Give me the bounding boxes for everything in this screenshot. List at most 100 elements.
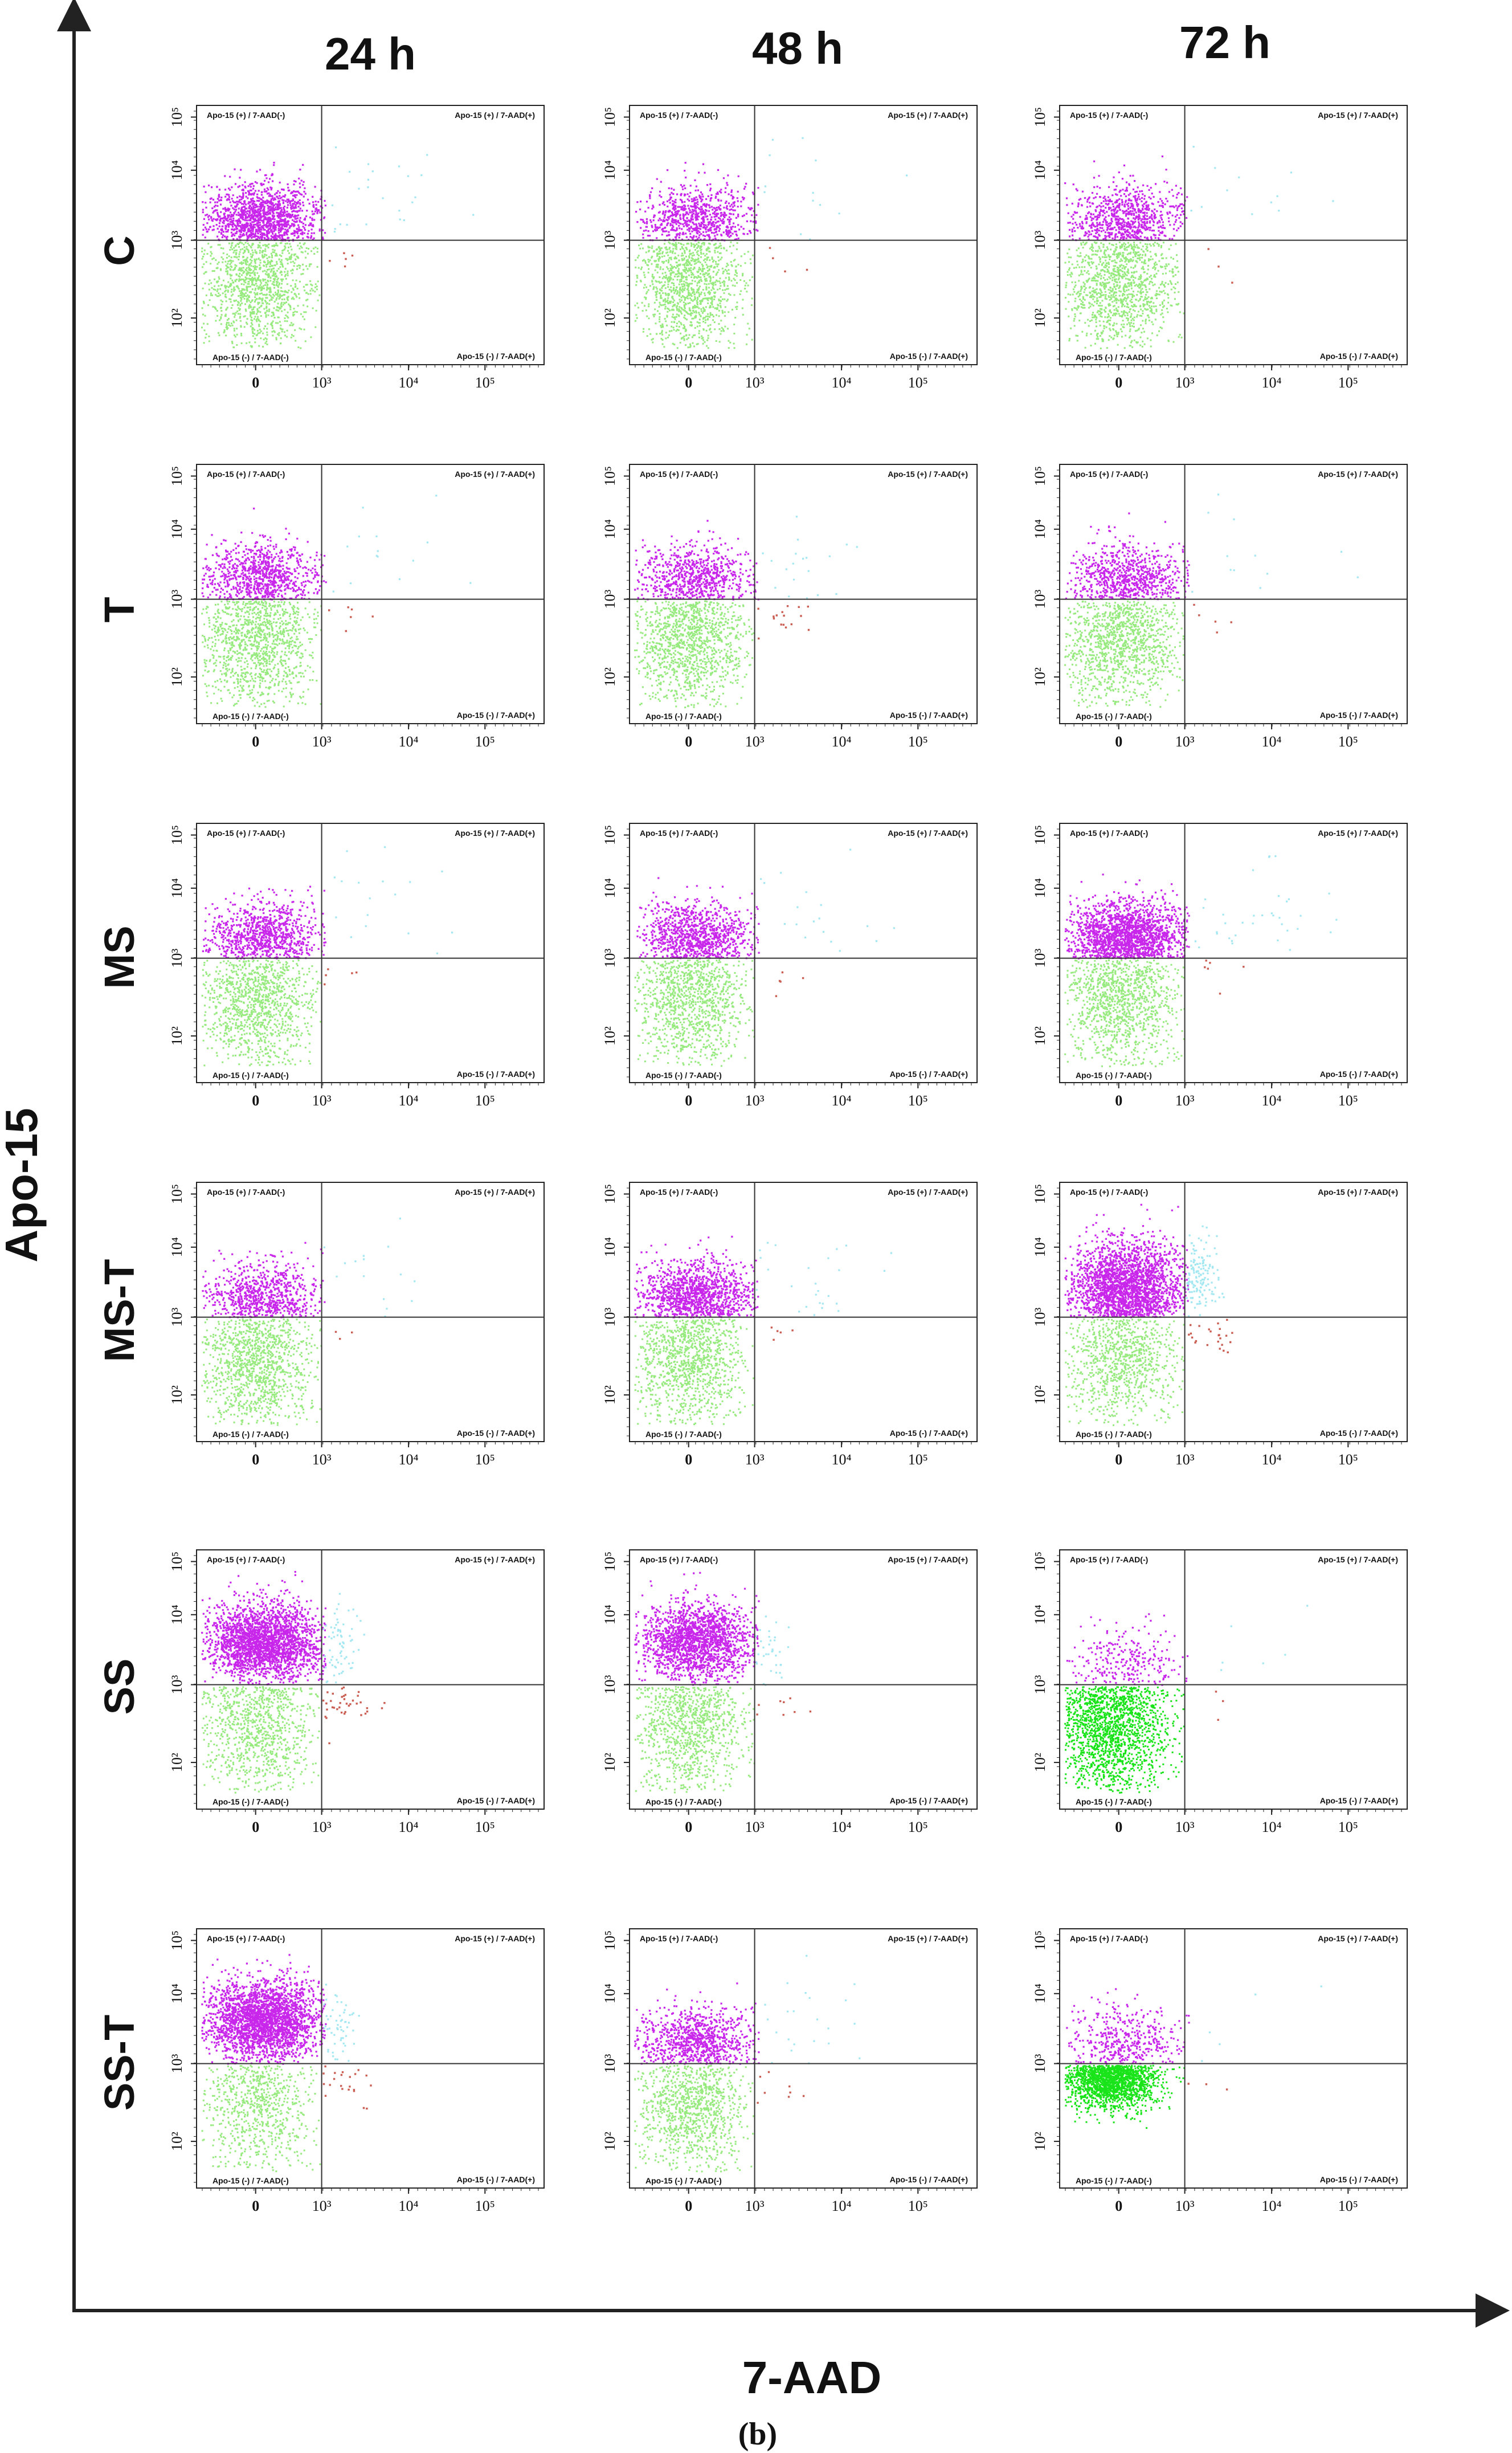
quadrant-label-upper-right: Apo-15 (+) / 7-AAD(+) — [1318, 1934, 1398, 1943]
row-label-ms-t: MS-T — [96, 1259, 143, 1362]
y-tick-label: 10³ — [1032, 589, 1048, 609]
y-tick-label: 10³ — [602, 1307, 618, 1327]
y-tick-label: 10² — [169, 1026, 185, 1046]
quadrant-label-upper-right: Apo-15 (+) / 7-AAD(+) — [888, 1187, 968, 1197]
y-tick-label: 10⁴ — [602, 1237, 618, 1257]
quadrant-label-lower-left: Apo-15 (-) / 7-AAD(-) — [213, 1071, 289, 1080]
plot-frame — [1059, 105, 1408, 365]
quadrant-label-upper-left: Apo-15 (+) / 7-AAD(-) — [207, 111, 285, 120]
x-tick-label: 10⁵ — [908, 733, 928, 750]
quadrant-label-upper-left: Apo-15 (+) / 7-AAD(-) — [1070, 1187, 1148, 1197]
x-tick-label: 10⁵ — [475, 733, 495, 750]
quadrant-label-upper-left: Apo-15 (+) / 7-AAD(-) — [640, 1934, 718, 1943]
y-tick-label: 10³ — [169, 2054, 185, 2073]
quadrant-label-upper-right: Apo-15 (+) / 7-AAD(+) — [455, 1934, 535, 1943]
y-tick-label: 10² — [602, 1385, 618, 1405]
quadrant-label-lower-left: Apo-15 (-) / 7-AAD(-) — [213, 1430, 289, 1439]
quadrant-label-lower-left: Apo-15 (-) / 7-AAD(-) — [1076, 2176, 1152, 2185]
x-tick-label: 10⁵ — [1338, 2198, 1358, 2214]
x-tick-label: 10⁴ — [399, 1092, 419, 1109]
y-tick-label: 10⁵ — [602, 1552, 618, 1572]
x-tick-label: 10³ — [1175, 1092, 1195, 1109]
x-tick-label: 0 — [1115, 733, 1122, 750]
plot-ms-48-h: Apo-15 (+) / 7-AAD(-) Apo-15 (+) / 7-AAD(… — [602, 823, 978, 1109]
plot-frame — [1059, 823, 1408, 1083]
x-tick-label: 10⁵ — [1338, 374, 1358, 391]
y-tick-label: 10⁴ — [1032, 1605, 1048, 1625]
quadrant-label-upper-left: Apo-15 (+) / 7-AAD(-) — [640, 1187, 718, 1197]
quadrant-label-lower-left: Apo-15 (-) / 7-AAD(-) — [1076, 712, 1152, 721]
row-label-ss-t: SS-T — [96, 2015, 143, 2111]
x-tick-label: 10⁴ — [832, 733, 852, 750]
x-tick-label: 10³ — [1175, 733, 1195, 750]
quadrant-label-upper-right: Apo-15 (+) / 7-AAD(+) — [1318, 470, 1398, 479]
y-tick-label: 10² — [602, 1753, 618, 1772]
x-tick-label: 0 — [252, 1819, 259, 1835]
quadrant-label-lower-right: Apo-15 (-) / 7-AAD(+) — [890, 711, 968, 720]
x-tick-label: 0 — [1115, 1451, 1122, 1468]
y-tick-label: 10³ — [602, 2054, 618, 2073]
quadrant-label-upper-left: Apo-15 (+) / 7-AAD(-) — [207, 1934, 285, 1943]
event-dots — [1064, 855, 1338, 1067]
y-tick-label: 10⁴ — [169, 1237, 185, 1257]
y-tick-label: 10⁴ — [169, 519, 185, 539]
plot-ms-t-24-h: Apo-15 (+) / 7-AAD(-) Apo-15 (+) / 7-AAD(… — [169, 1182, 545, 1468]
y-tick-label: 10³ — [1032, 230, 1048, 250]
y-tick-label: 10³ — [602, 948, 618, 968]
x-tick-label: 10³ — [1175, 2198, 1195, 2214]
x-tick-label: 10⁴ — [399, 1819, 419, 1835]
x-tick-label: 10⁵ — [1338, 1819, 1358, 1835]
y-tick-label: 10² — [169, 2132, 185, 2151]
x-tick-label: 10⁵ — [1338, 1092, 1358, 1109]
quadrant-label-lower-left: Apo-15 (-) / 7-AAD(-) — [645, 353, 722, 362]
x-tick-label: 10³ — [745, 1819, 765, 1835]
plot-frame — [196, 1928, 545, 2189]
quadrant-label-lower-right: Apo-15 (-) / 7-AAD(+) — [890, 352, 968, 361]
y-tick-label: 10⁵ — [169, 1930, 185, 1950]
event-dots — [201, 495, 472, 708]
x-tick-label: 10⁴ — [1262, 1819, 1282, 1835]
x-tick-label: 10⁵ — [908, 374, 928, 391]
x-tick-label: 10³ — [312, 1819, 332, 1835]
quadrant-label-upper-right: Apo-15 (+) / 7-AAD(+) — [1318, 111, 1398, 120]
quadrant-label-upper-left: Apo-15 (+) / 7-AAD(-) — [1070, 470, 1148, 479]
column-header-24h: 24 h — [325, 28, 416, 79]
y-tick-label: 10² — [602, 308, 618, 328]
quadrant-label-upper-right: Apo-15 (+) / 7-AAD(+) — [888, 470, 968, 479]
plot-frame — [629, 464, 978, 724]
x-tick-label: 0 — [252, 374, 259, 391]
event-dots — [634, 1954, 861, 2173]
plot-frame — [629, 105, 978, 365]
quadrant-label-upper-right: Apo-15 (+) / 7-AAD(+) — [888, 828, 968, 838]
event-dots — [201, 846, 453, 1067]
x-tick-label: 10⁴ — [399, 733, 419, 750]
x-tick-label: 10⁵ — [908, 1819, 928, 1835]
x-tick-label: 0 — [1115, 2198, 1122, 2214]
x-tick-label: 0 — [1115, 1819, 1122, 1835]
plot-c-24-h: Apo-15 (+) / 7-AAD(-) Apo-15 (+) / 7-AAD(… — [169, 105, 545, 391]
row-label-ms: MS — [96, 926, 143, 989]
quadrant-label-upper-left: Apo-15 (+) / 7-AAD(-) — [1070, 111, 1148, 120]
x-tick-label: 10⁴ — [832, 374, 852, 391]
y-tick-label: 10² — [1032, 2132, 1048, 2151]
y-tick-label: 10⁴ — [602, 1983, 618, 2003]
quadrant-label-lower-right: Apo-15 (-) / 7-AAD(+) — [457, 1428, 535, 1438]
quadrant-label-lower-right: Apo-15 (-) / 7-AAD(+) — [1320, 1428, 1398, 1438]
y-tick-label: 10⁴ — [169, 878, 185, 898]
x-axis-title: 7-AAD — [742, 2352, 881, 2403]
quadrant-label-lower-right: Apo-15 (-) / 7-AAD(+) — [457, 1070, 535, 1079]
column-header-72h: 72 h — [1179, 17, 1270, 68]
x-tick-label: 10⁴ — [1262, 2198, 1282, 2214]
quadrant-label-upper-left: Apo-15 (+) / 7-AAD(-) — [640, 470, 718, 479]
x-tick-label: 0 — [252, 1451, 259, 1468]
event-dots — [201, 1217, 416, 1426]
quadrant-label-upper-left: Apo-15 (+) / 7-AAD(-) — [1070, 1555, 1148, 1564]
quadrant-label-upper-right: Apo-15 (+) / 7-AAD(+) — [1318, 1555, 1398, 1564]
y-tick-label: 10² — [1032, 1385, 1048, 1405]
x-tick-label: 10³ — [312, 1451, 332, 1468]
y-tick-label: 10³ — [169, 230, 185, 250]
quadrant-label-upper-right: Apo-15 (+) / 7-AAD(+) — [888, 1934, 968, 1943]
event-dots — [1064, 1605, 1309, 1794]
quadrant-label-upper-left: Apo-15 (+) / 7-AAD(-) — [1070, 828, 1148, 838]
